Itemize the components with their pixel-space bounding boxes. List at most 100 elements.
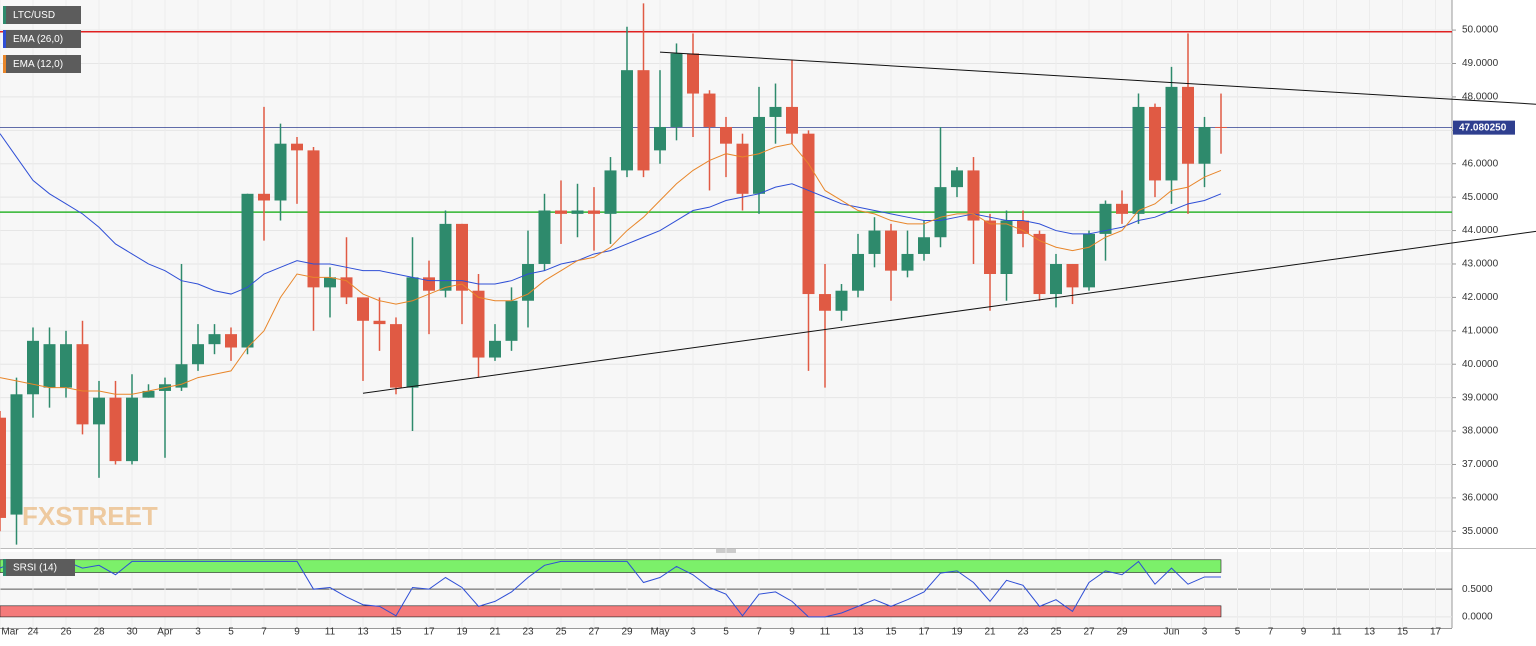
candle-body [357,297,369,321]
candle-body [588,210,600,214]
legend-box [3,55,81,73]
y-tick-label: 35.0000 [1462,526,1499,537]
candle-body [637,70,650,171]
candle-body [390,324,402,388]
y-tick-label: 48.0000 [1462,92,1499,103]
candle-body [406,277,419,388]
x-tick-label: 11 [325,627,336,638]
x-tick-label: 11 [1331,627,1342,638]
candle-body [984,220,996,274]
candle-body [489,340,501,358]
candle-body [1050,263,1062,295]
candle-body [835,290,848,311]
trendline [362,230,1536,394]
candle-body [109,397,122,462]
x-tick-label: 15 [390,627,402,638]
x-tick-label: 23 [1017,627,1029,638]
candle-body [720,126,732,144]
price-axis [1452,0,1536,641]
x-tick-label: 13 [357,627,369,638]
y-tick-label: 42.0000 [1462,292,1499,303]
y-tick-label: 46.0000 [1462,158,1499,169]
candle-body [852,253,864,291]
last-price-tag [1453,120,1515,135]
x-tick-label: 30 [126,627,138,638]
candle-body [27,340,39,395]
candle-body [1066,263,1079,288]
candle-body [555,210,567,214]
candle-body [786,106,798,134]
legend-label: SRSI (14) [13,563,57,574]
candle-body [307,150,320,288]
x-tick-label: 9 [789,627,795,638]
y-tick-label: 41.0000 [1462,325,1499,336]
x-tick-label: 25 [1050,627,1062,638]
x-tick-label: 3 [1202,627,1208,638]
legend-label: LTC/USD [13,10,55,21]
candle-body [225,334,237,348]
x-tick-label: 15 [885,627,897,638]
x-tick-label: 3 [690,627,696,638]
x-tick-label: 5 [1235,627,1241,638]
y-tick-label: 0.0000 [1462,612,1493,623]
x-tick-label: 7 [1268,627,1274,638]
candle-body [1182,86,1194,164]
overbought-band [0,559,1222,573]
candle-body [819,294,831,311]
legend-box [3,30,81,48]
candle-body [505,300,518,341]
ema-line [0,133,1222,295]
candle-body [43,344,56,388]
candle-body [1116,203,1128,214]
watermark: FXSTREET [22,501,158,531]
x-tick-label: 7 [261,627,267,638]
candle-body [472,290,485,358]
legend-label: EMA (12,0) [13,59,63,70]
x-tick-label: 24 [27,627,39,638]
indicator-line [0,560,1221,618]
candle-body [918,237,930,254]
candle-body [373,320,386,325]
y-tick-label: 50.0000 [1462,25,1499,36]
x-tick-label: Apr [157,627,173,638]
x-tick-label: 5 [228,627,234,638]
x-tick-label: Jun [1163,627,1179,638]
x-tick-label: 15 [1397,627,1409,638]
candle-body [0,417,6,518]
candle-body [208,334,221,345]
x-tick-label: 19 [951,627,963,638]
x-tick-label: 7 [756,627,762,638]
legend: LTC/USD EMA (26,0) EMA (12,0) SRSI (14) [3,6,81,576]
y-tick-label: 49.0000 [1462,58,1499,69]
y-tick-label: 39.0000 [1462,392,1499,403]
candle-body [76,344,89,425]
x-tick-label: 21 [489,627,501,638]
candle-body [951,170,963,188]
x-tick-label: 17 [918,627,930,638]
legend-box [3,559,75,576]
x-tick-label: 27 [588,627,600,638]
candle-body [934,187,947,238]
x-tick-label: 9 [294,627,300,638]
x-tick-label: 28 [93,627,105,638]
candle-body [538,210,551,264]
candle-body [967,170,980,221]
candle-body [670,53,683,127]
x-tick-label: 3 [195,627,201,638]
legend-swatch [3,55,6,73]
x-tick-label: 11 [820,627,831,638]
candle-body [654,126,666,151]
candle-body [340,277,353,298]
candle-body [1149,106,1161,181]
candle-body [868,230,881,254]
trendline [659,51,1536,105]
candle-body [10,394,23,515]
x-tick-label: 5 [723,627,729,638]
y-tick-label: 37.0000 [1462,459,1499,470]
candle-body [901,253,914,271]
x-tick-label: 13 [852,627,864,638]
legend-box [3,6,81,24]
candle-body [126,397,138,462]
candle-body [1017,220,1029,234]
